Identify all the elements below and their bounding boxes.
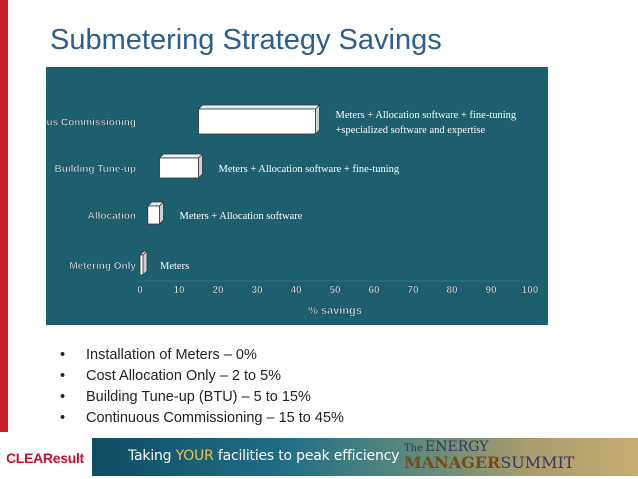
bar-top-face <box>197 104 321 110</box>
x-tick-label: 30 <box>251 285 263 296</box>
bar-annotation: Meters + Allocation software + fine-tuni… <box>219 164 400 175</box>
x-tick-label: 10 <box>173 285 185 296</box>
x-tick-label: 20 <box>212 285 224 296</box>
bullet-symbol: • <box>60 368 66 384</box>
bullet-text: Installation of Meters – 0% <box>86 347 257 363</box>
x-tick-label: 40 <box>290 285 302 296</box>
x-tick-label: 100 <box>522 285 539 296</box>
x-tick-label: 70 <box>407 285 419 296</box>
bullet-text: Continuous Commissioning – 15 to 45% <box>86 410 344 426</box>
summit-logo: The ENERGY MANAGERSUMMIT <box>404 440 575 471</box>
category-label: Allocation <box>88 211 136 222</box>
bullet-text: Cost Allocation Only – 2 to 5% <box>86 368 282 384</box>
category-label: Metering Only <box>69 261 136 272</box>
company-logo: CLEAResult <box>6 450 84 466</box>
summit-word: SUMMIT <box>500 453 575 472</box>
x-tick-label: 90 <box>485 285 497 296</box>
x-tick-label: 60 <box>368 285 380 296</box>
bar-annotation: Meters <box>160 261 189 272</box>
bar <box>198 108 316 135</box>
tagline-highlight: YOUR <box>175 448 214 464</box>
bar-side-face <box>198 153 203 179</box>
bullet-symbol: • <box>60 389 66 405</box>
summit-manager: MANAGER <box>404 453 501 472</box>
slide-title: Submetering Strategy Savings <box>50 24 442 56</box>
bar-annotation: Meters + Allocation software + fine-tuni… <box>336 110 517 121</box>
category-label: Continuous Commissioning <box>46 118 136 129</box>
x-tick-label: 80 <box>446 285 458 296</box>
bullet-text: Building Tune-up (BTU) – 5 to 15% <box>86 389 311 405</box>
bar-top-face <box>158 153 204 159</box>
bar <box>139 254 144 276</box>
tagline-banner: Taking YOUR facilities to peak efficienc… <box>92 438 638 476</box>
bar <box>147 205 160 225</box>
footer: CLEAResult Taking YOUR facilities to pea… <box>0 436 638 479</box>
bar-annotation: +specialized software and expertise <box>336 125 486 136</box>
bullet-list: • Installation of Meters – 0% • Cost Alloc… <box>60 345 344 429</box>
chart-panel: Metering Only Meters Allocation Meters + Al… <box>46 67 548 325</box>
x-axis-label: % savings <box>308 305 362 317</box>
bullet-item: • Continuous Commissioning – 15 to 45% <box>60 408 344 429</box>
accent-bar <box>0 0 8 432</box>
tagline-prefix: Taking <box>128 448 176 464</box>
bar-annotation: Meters + Allocation software <box>180 211 303 222</box>
bar-side-face <box>159 201 164 225</box>
bullet-symbol: • <box>60 410 66 426</box>
x-tick-label: 50 <box>329 285 341 296</box>
category-label: Building Tune-up <box>55 164 136 175</box>
bar <box>159 157 199 179</box>
bullet-symbol: • <box>60 347 66 363</box>
bullet-item: • Installation of Meters – 0% <box>60 345 344 366</box>
bullet-item: • Cost Allocation Only – 2 to 5% <box>60 366 344 387</box>
summit-the: The <box>404 443 424 454</box>
bullet-item: • Building Tune-up (BTU) – 5 to 15% <box>60 387 344 408</box>
summit-energy: ENERGY <box>425 439 489 455</box>
x-tick-label: 0 <box>137 285 143 296</box>
bar-side-face <box>315 104 320 135</box>
tagline-suffix: facilities to peak efficiency <box>213 448 400 464</box>
savings-bar-chart: Metering Only Meters Allocation Meters + Al… <box>46 104 539 317</box>
tagline: Taking YOUR facilities to peak efficienc… <box>128 448 399 464</box>
bar-side-face <box>142 250 148 276</box>
